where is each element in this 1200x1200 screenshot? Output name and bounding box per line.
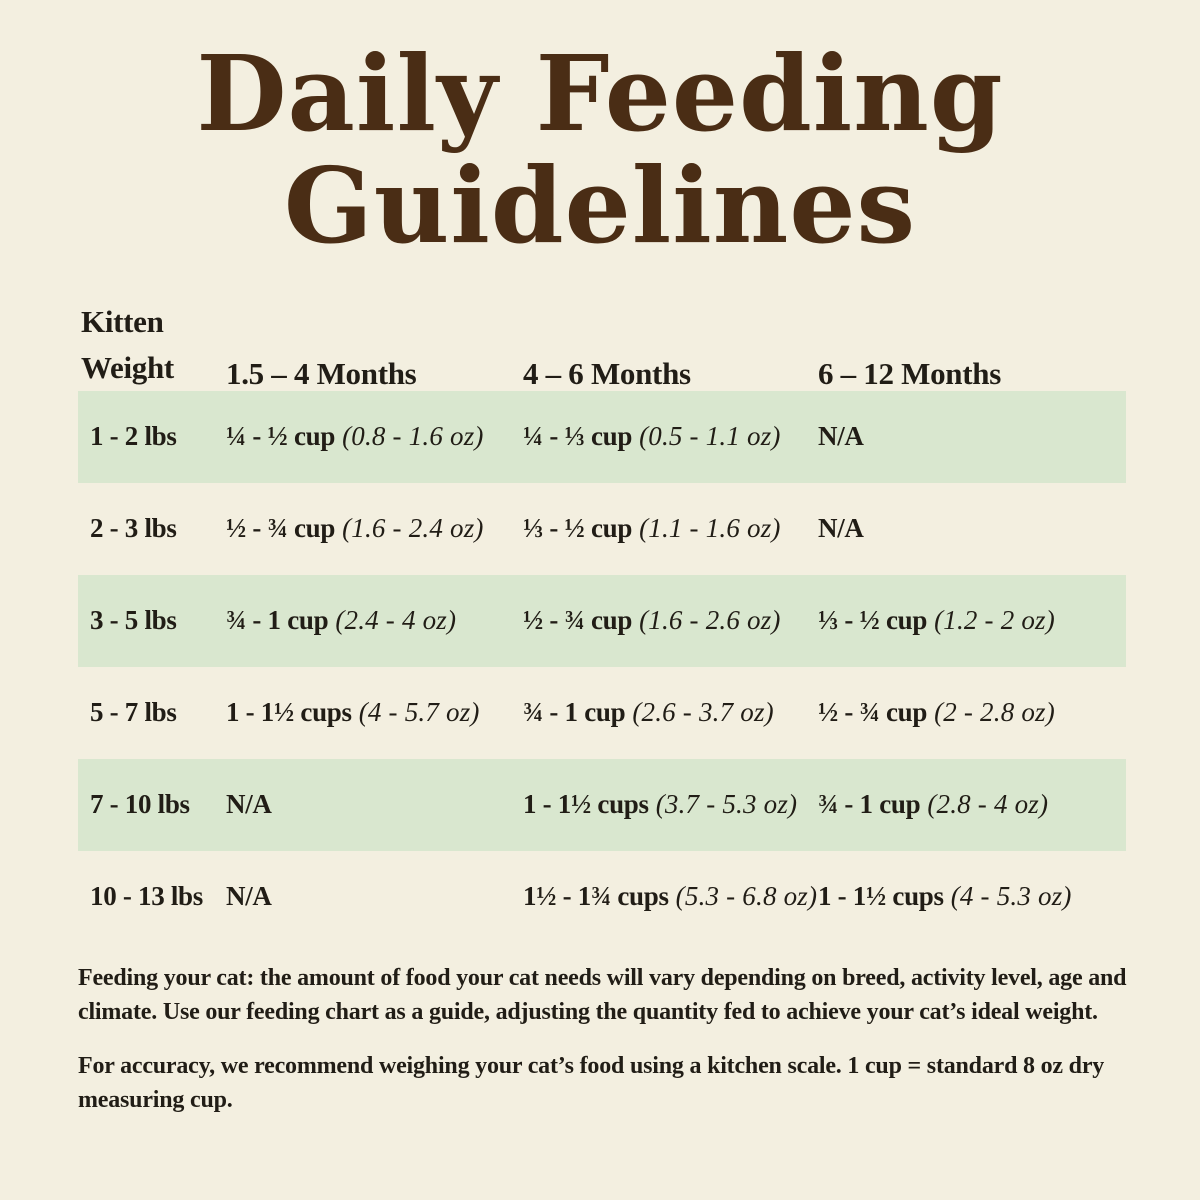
cup-amount: ¾ - 1 cup <box>226 605 329 636</box>
weight-cell: 5 - 7 lbs <box>90 697 177 728</box>
cup-amount: 1 - 1½ cups <box>523 789 649 820</box>
table-row: 3 - 5 lbs ¾ - 1 cup (2.4 - 4 oz) ½ - ¾ cu… <box>78 574 1126 667</box>
cup-amount: ⅓ - ½ cup <box>523 513 633 544</box>
oz-amount: (1.6 - 2.4 oz) <box>342 513 484 544</box>
cup-amount: 1 - 1½ cups <box>818 881 944 912</box>
amount-cell: ½ - ¾ cup (2 - 2.8 oz) <box>818 697 1126 728</box>
oz-amount: (2.4 - 4 oz) <box>335 605 457 636</box>
feeding-note: Feeding your cat: the amount of food you… <box>78 964 1127 1025</box>
weight-cell: 3 - 5 lbs <box>90 605 177 636</box>
table-row: 10 - 13 lbs N/A 1½ - 1¾ cups (5.3 - 6.8 o… <box>78 851 1126 943</box>
oz-amount: (5.3 - 6.8 oz) <box>675 881 818 912</box>
amount-cell: ¼ - ½ cup (0.8 - 1.6 oz) <box>226 421 523 452</box>
oz-amount: (3.7 - 5.3 oz) <box>655 789 798 820</box>
page-title-line2: Guidelines <box>283 144 917 268</box>
amount-cell: ⅓ - ½ cup (1.2 - 2 oz) <box>818 605 1126 636</box>
oz-amount: (0.8 - 1.6 oz) <box>342 421 484 452</box>
cup-amount: ½ - ¾ cup <box>818 697 928 728</box>
amount-cell: ¾ - 1 cup (2.4 - 4 oz) <box>226 605 523 636</box>
weight-cell: 2 - 3 lbs <box>90 513 177 544</box>
header-6-12-months: 6 – 12 Months <box>818 355 1001 391</box>
header-kitten: Kitten <box>81 303 164 339</box>
accuracy-note: For accuracy, we recommend weighing your… <box>78 1052 1105 1113</box>
cup-amount: 1 - 1½ cups <box>226 697 352 728</box>
oz-amount: (1.1 - 1.6 oz) <box>639 513 781 544</box>
weight-cell: 7 - 10 lbs <box>90 789 190 820</box>
footer-notes: Feeding your cat: the amount of food you… <box>78 961 1144 1117</box>
table-row: 2 - 3 lbs ½ - ¾ cup (1.6 - 2.4 oz) ⅓ - ½ … <box>78 483 1126 575</box>
amount-cell: ½ - ¾ cup (1.6 - 2.4 oz) <box>226 513 523 544</box>
feeding-table: Kitten Weight 1.5 – 4 Months 4 – 6 Months… <box>78 299 1126 943</box>
table-row: 7 - 10 lbs N/A 1 - 1½ cups (3.7 - 5.3 oz)… <box>78 758 1126 851</box>
cup-amount: N/A <box>818 513 864 544</box>
cup-amount: ¼ - ⅓ cup <box>523 421 633 452</box>
table-row: 5 - 7 lbs 1 - 1½ cups (4 - 5.7 oz) ¾ - 1 … <box>78 667 1126 759</box>
cup-amount: N/A <box>818 421 864 452</box>
cup-amount: ¾ - 1 cup <box>818 789 921 820</box>
amount-cell: 1 - 1½ cups (4 - 5.3 oz) <box>818 881 1126 912</box>
page-title: Daily Feeding Guidelines <box>0 0 1200 263</box>
oz-amount: (2.6 - 3.7 oz) <box>632 697 774 728</box>
page-title-line1: Daily Feeding <box>196 32 1004 155</box>
oz-amount: (0.5 - 1.1 oz) <box>639 421 781 452</box>
cup-amount: ⅓ - ½ cup <box>818 605 928 636</box>
header-1-5-4-months: 1.5 – 4 Months <box>226 355 417 391</box>
amount-cell: 1 - 1½ cups (4 - 5.7 oz) <box>226 697 523 728</box>
cup-amount: ½ - ¾ cup <box>523 605 633 636</box>
cup-amount: 1½ - 1¾ cups <box>523 881 669 912</box>
amount-cell: N/A <box>818 421 1126 452</box>
oz-amount: (2 - 2.8 oz) <box>934 697 1055 728</box>
cup-amount: ¼ - ½ cup <box>226 421 336 452</box>
amount-cell: ¼ - ⅓ cup (0.5 - 1.1 oz) <box>523 421 818 452</box>
amount-cell: ¾ - 1 cup (2.6 - 3.7 oz) <box>523 697 818 728</box>
weight-cell: 1 - 2 lbs <box>90 421 177 452</box>
header-4-6-months: 4 – 6 Months <box>523 355 691 391</box>
cup-amount: N/A <box>226 881 272 912</box>
amount-cell: N/A <box>226 789 523 820</box>
oz-amount: (2.8 - 4 oz) <box>927 789 1049 820</box>
cup-amount: N/A <box>226 789 272 820</box>
amount-cell: N/A <box>818 513 1126 544</box>
weight-cell: 10 - 13 lbs <box>90 881 203 912</box>
amount-cell: 1 - 1½ cups (3.7 - 5.3 oz) <box>523 789 818 820</box>
amount-cell: ¾ - 1 cup (2.8 - 4 oz) <box>818 789 1126 820</box>
amount-cell: 1½ - 1¾ cups (5.3 - 6.8 oz) <box>523 881 818 912</box>
cup-amount: ¾ - 1 cup <box>523 697 626 728</box>
cup-amount: ½ - ¾ cup <box>226 513 336 544</box>
oz-amount: (4 - 5.7 oz) <box>358 697 480 728</box>
amount-cell: N/A <box>226 881 523 912</box>
oz-amount: (4 - 5.3 oz) <box>950 881 1072 912</box>
header-weight: Weight <box>81 350 174 386</box>
table-row: 1 - 2 lbs ¼ - ½ cup (0.8 - 1.6 oz) ¼ - ⅓ … <box>78 390 1126 483</box>
amount-cell: ⅓ - ½ cup (1.1 - 1.6 oz) <box>523 513 818 544</box>
oz-amount: (1.6 - 2.6 oz) <box>639 605 781 636</box>
header-kitten-weight: Kitten Weight <box>78 299 226 392</box>
table-header-row: Kitten Weight 1.5 – 4 Months 4 – 6 Months… <box>78 299 1126 391</box>
oz-amount: (1.2 - 2 oz) <box>934 605 1055 636</box>
amount-cell: ½ - ¾ cup (1.6 - 2.6 oz) <box>523 605 818 636</box>
